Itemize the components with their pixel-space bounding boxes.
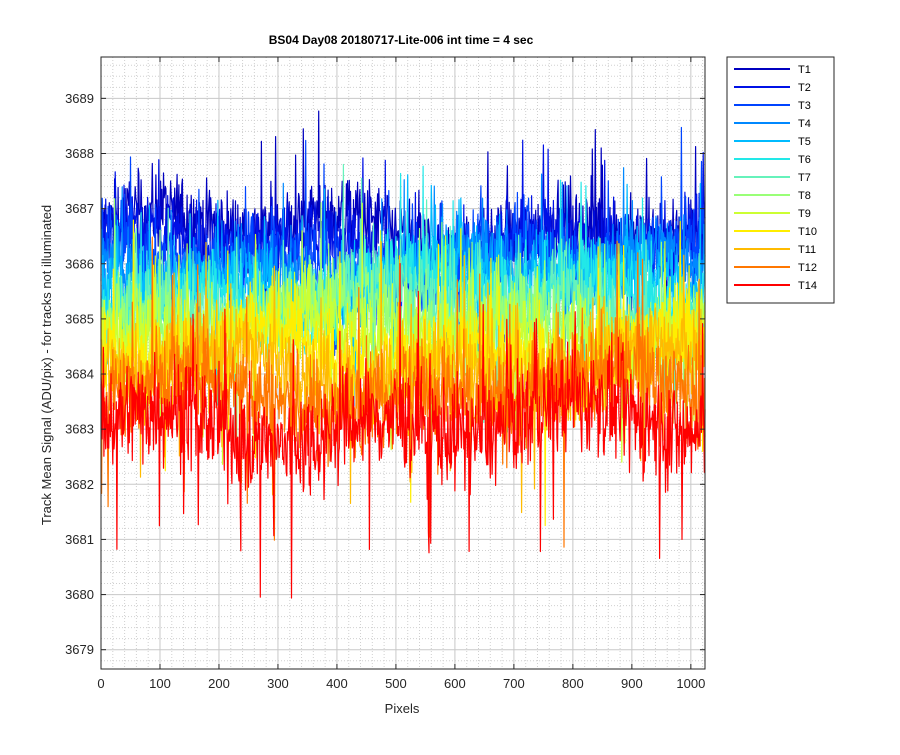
series-layer — [100, 110, 706, 599]
axes: 0 100 200 300 400 500 600 700 800 900 1000 3679 3680… — [65, 56, 706, 691]
x-tick-label: 100 — [149, 676, 171, 691]
legend-label-t6: T6 — [798, 154, 811, 166]
legend-label-t1: T1 — [798, 64, 811, 76]
x-tick-label: 0 — [97, 676, 104, 691]
legend-label-t5: T5 — [798, 136, 811, 148]
x-tick-label: 1000 — [676, 676, 705, 691]
legend-label-t11: T11 — [798, 244, 816, 256]
x-tick-label: 500 — [385, 676, 407, 691]
x-tick-label: 400 — [326, 676, 348, 691]
x-tick-label: 700 — [503, 676, 525, 691]
plot-frame — [100, 56, 706, 670]
legend-label-t12: T12 — [798, 262, 817, 274]
x-tick-label: 800 — [562, 676, 584, 691]
y-tick-label: 3682 — [65, 477, 94, 492]
y-tick-label: 3686 — [65, 256, 94, 271]
x-axis-label: Pixels — [385, 701, 420, 716]
legend-label-t8: T8 — [798, 190, 811, 202]
legend-label-t7: T7 — [798, 172, 811, 184]
y-tick-label: 3688 — [65, 146, 94, 161]
y-axis-label: Track Mean Signal (ADU/pix) - for tracks… — [39, 205, 54, 525]
x-tick-label: 200 — [208, 676, 230, 691]
legend-box — [726, 56, 835, 304]
legend-label-t14: T14 — [798, 280, 817, 292]
x-tick-label: 600 — [444, 676, 466, 691]
y-tick-label: 3689 — [65, 91, 94, 106]
y-tick-label: 3684 — [65, 367, 94, 382]
y-tick-label: 3687 — [65, 201, 94, 216]
legend: T1 T2 T3 T4 T5 T6 T7 T8 T9 T10 T11 T12 T14 — [726, 56, 835, 304]
x-tick-label: 900 — [621, 676, 643, 691]
chart-title: BS04 Day08 20180717-Lite-006 int time = … — [269, 33, 534, 47]
legend-label-t2: T2 — [798, 82, 811, 94]
x-tick-label: 300 — [267, 676, 289, 691]
legend-label-t9: T9 — [798, 208, 811, 220]
y-tick-label: 3679 — [65, 642, 94, 657]
legend-label-t10: T10 — [798, 226, 817, 238]
y-tick-label: 3680 — [65, 587, 94, 602]
y-tick-label: 3683 — [65, 422, 94, 437]
legend-label-t3: T3 — [798, 100, 811, 112]
series-line-t14 — [100, 263, 706, 599]
y-tick-label: 3685 — [65, 311, 94, 326]
series-line-t10 — [100, 219, 706, 527]
legend-label-t4: T4 — [798, 118, 811, 130]
y-tick-label: 3681 — [65, 532, 94, 547]
